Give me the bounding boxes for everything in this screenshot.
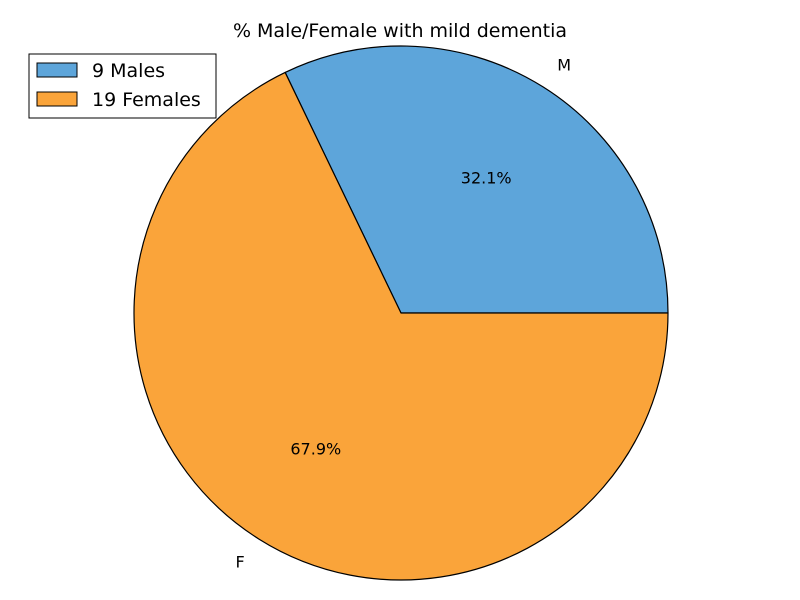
legend-entry-0: 9 Males <box>92 60 165 82</box>
legend-swatch-1 <box>36 91 78 107</box>
legend-entry-1: 19 Females <box>92 89 201 111</box>
slice-label-m: M <box>557 55 571 74</box>
pie-slice-m <box>284 45 669 314</box>
slice-label-f: F <box>235 553 244 572</box>
chart-title: % Male/Female with mild dementia <box>233 20 567 42</box>
legend: 9 Males 19 Females <box>28 53 217 119</box>
pie-slices <box>133 45 669 581</box>
pie-slice-f <box>133 71 669 581</box>
legend-swatch-0 <box>36 62 78 78</box>
pie-labels: M 32.1% F 67.9% <box>235 55 571 571</box>
legend-box <box>28 53 217 119</box>
percent-label-f: 67.9% <box>290 440 341 459</box>
percent-label-m: 32.1% <box>461 168 512 187</box>
